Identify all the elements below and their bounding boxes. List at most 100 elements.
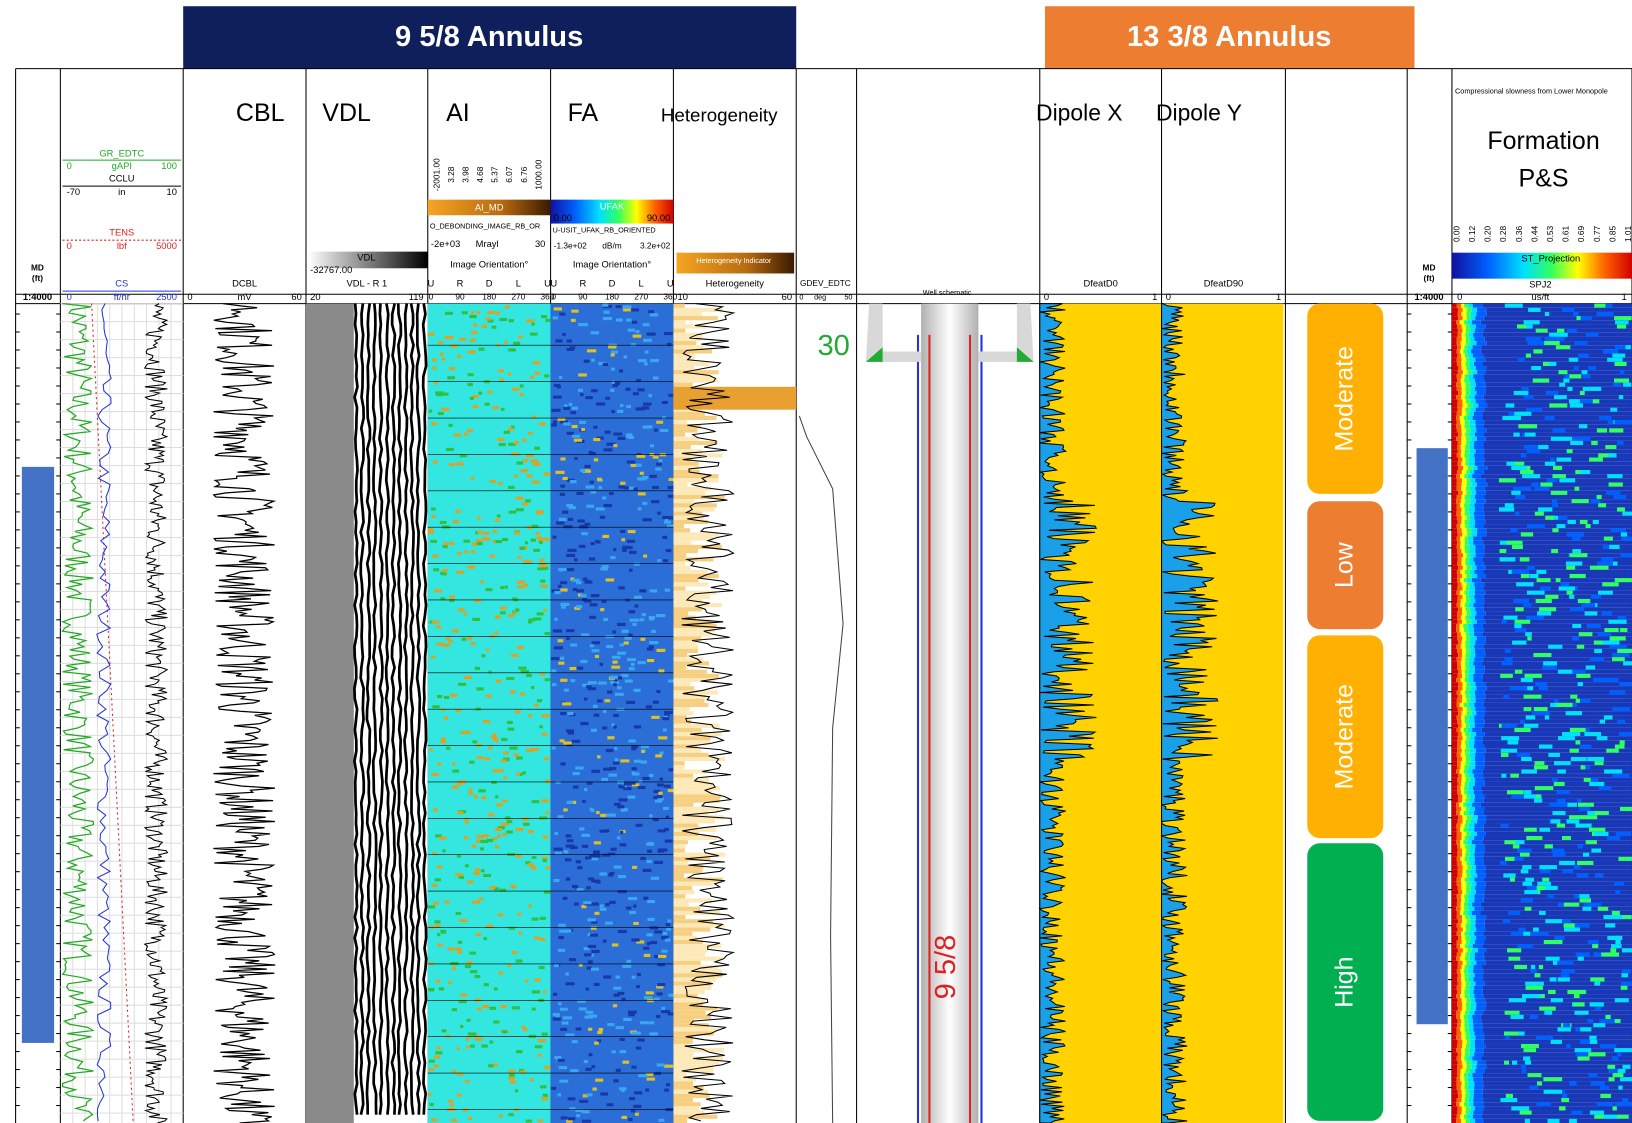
fa-pixel xyxy=(637,477,646,480)
fa-pixel xyxy=(560,1028,567,1031)
het-fill xyxy=(673,524,684,528)
ai-pixel xyxy=(431,422,437,425)
formation-pixel xyxy=(1612,1056,1618,1060)
formation-pixel xyxy=(1542,878,1549,882)
formation-pixel xyxy=(1548,645,1562,649)
formation-pixel xyxy=(1502,661,1513,665)
formation-pixel xyxy=(1476,383,1486,387)
formation-pixel xyxy=(1535,512,1544,516)
formation-pixel xyxy=(1524,707,1532,711)
formation-pixel xyxy=(1475,1119,1483,1123)
formation-pixel xyxy=(1512,545,1523,549)
formation-pixel xyxy=(1589,1073,1598,1077)
formation-pixel xyxy=(1483,1086,1632,1090)
formation-pixel xyxy=(1464,969,1468,973)
formation-pixel xyxy=(1466,928,1470,932)
formation-pixel xyxy=(1470,861,1475,865)
ai-pixel xyxy=(488,813,494,816)
formation-pixel xyxy=(1457,819,1462,823)
formation-pixel xyxy=(1469,507,1475,511)
formation-pixel xyxy=(1457,524,1461,528)
formation-pixel xyxy=(1476,399,1486,403)
formation-pixel xyxy=(1466,686,1471,690)
formation-pixel xyxy=(1461,507,1464,511)
het-fill xyxy=(673,441,717,445)
formation-pixel xyxy=(1597,1102,1613,1106)
formation-pixel xyxy=(1457,1031,1462,1035)
formation-pixel xyxy=(1470,844,1475,848)
formation-pixel xyxy=(1465,462,1468,466)
formation-pixel xyxy=(1473,416,1483,420)
formation-pixel xyxy=(1539,828,1550,832)
formation-pixel xyxy=(1580,470,1590,474)
formation-pixel xyxy=(1465,715,1470,719)
fa-pixel xyxy=(602,304,608,307)
formation-pixel xyxy=(1466,383,1471,387)
formation-pixel xyxy=(1474,836,1484,840)
formation-pixel xyxy=(1466,736,1469,740)
formation-pixel xyxy=(1460,857,1464,861)
formation-pixel xyxy=(1563,919,1571,923)
formation-pixel xyxy=(1469,811,1474,815)
formation-pixel xyxy=(1468,370,1473,374)
het-fill xyxy=(673,707,689,711)
formation-pixel xyxy=(1469,990,1473,994)
formation-pixel xyxy=(1566,532,1584,536)
formation-pixel xyxy=(1461,977,1465,981)
ai-pixel xyxy=(543,1094,548,1097)
formation-pixel xyxy=(1469,857,1475,861)
fa-pixel xyxy=(618,437,626,440)
label: U-USIT_UFAK_RB_ORIENTED xyxy=(553,226,656,235)
formation-pixel xyxy=(1476,711,1485,715)
het-fill xyxy=(673,952,705,956)
ai-pixel xyxy=(500,611,506,614)
formation-pixel xyxy=(1552,853,1565,857)
formation-pixel xyxy=(1619,682,1632,686)
ai-pixel xyxy=(530,333,538,336)
formation-pixel xyxy=(1460,1077,1464,1081)
formation-pixel xyxy=(1473,374,1483,378)
fa-pixel xyxy=(663,729,667,732)
track-title: Dipole X xyxy=(1036,99,1123,125)
formation-pixel xyxy=(1547,478,1557,482)
formation-pixel xyxy=(1465,957,1470,961)
formation-pixel xyxy=(1535,761,1545,765)
formation-pixel xyxy=(1578,682,1583,686)
formation-pixel xyxy=(1457,869,1462,873)
formation-pixel xyxy=(1605,1015,1610,1019)
formation-pixel xyxy=(1452,740,1457,744)
fa-pixel xyxy=(643,897,648,900)
formation-pixel xyxy=(1466,632,1469,636)
formation-pixel xyxy=(1465,507,1469,511)
ai-pixel xyxy=(467,429,473,432)
formation-pixel xyxy=(1473,1019,1482,1023)
fa-pixel xyxy=(584,698,588,701)
formation-pixel xyxy=(1461,1048,1465,1052)
formation-pixel xyxy=(1452,1061,1458,1065)
formation-pixel xyxy=(1460,570,1465,574)
fa-pixel xyxy=(650,926,658,929)
ai-pixel xyxy=(428,528,433,531)
fa-pixel xyxy=(629,1097,635,1100)
ai-pixel xyxy=(499,318,507,321)
formation-pixel xyxy=(1615,890,1620,894)
formation-pixel xyxy=(1511,466,1527,470)
formation-pixel xyxy=(1461,836,1464,840)
formation-pixel xyxy=(1484,462,1632,466)
fa-pixel xyxy=(649,1032,657,1035)
fa-pixel xyxy=(579,545,586,548)
formation-pixel xyxy=(1465,732,1470,736)
formation-pixel xyxy=(1593,520,1599,524)
formation-pixel xyxy=(1465,749,1470,753)
fa-pixel xyxy=(571,679,576,682)
formation-pixel xyxy=(1458,653,1462,657)
formation-pixel xyxy=(1477,832,1486,836)
formation-pixel xyxy=(1452,495,1457,499)
formation-pixel xyxy=(1461,973,1465,977)
formation-pixel xyxy=(1469,690,1475,694)
formation-pixel xyxy=(1475,395,1484,399)
fa-pixel xyxy=(662,401,668,404)
formation-pixel xyxy=(1476,928,1485,932)
formation-pixel xyxy=(1456,840,1460,844)
het-fill xyxy=(673,582,708,586)
